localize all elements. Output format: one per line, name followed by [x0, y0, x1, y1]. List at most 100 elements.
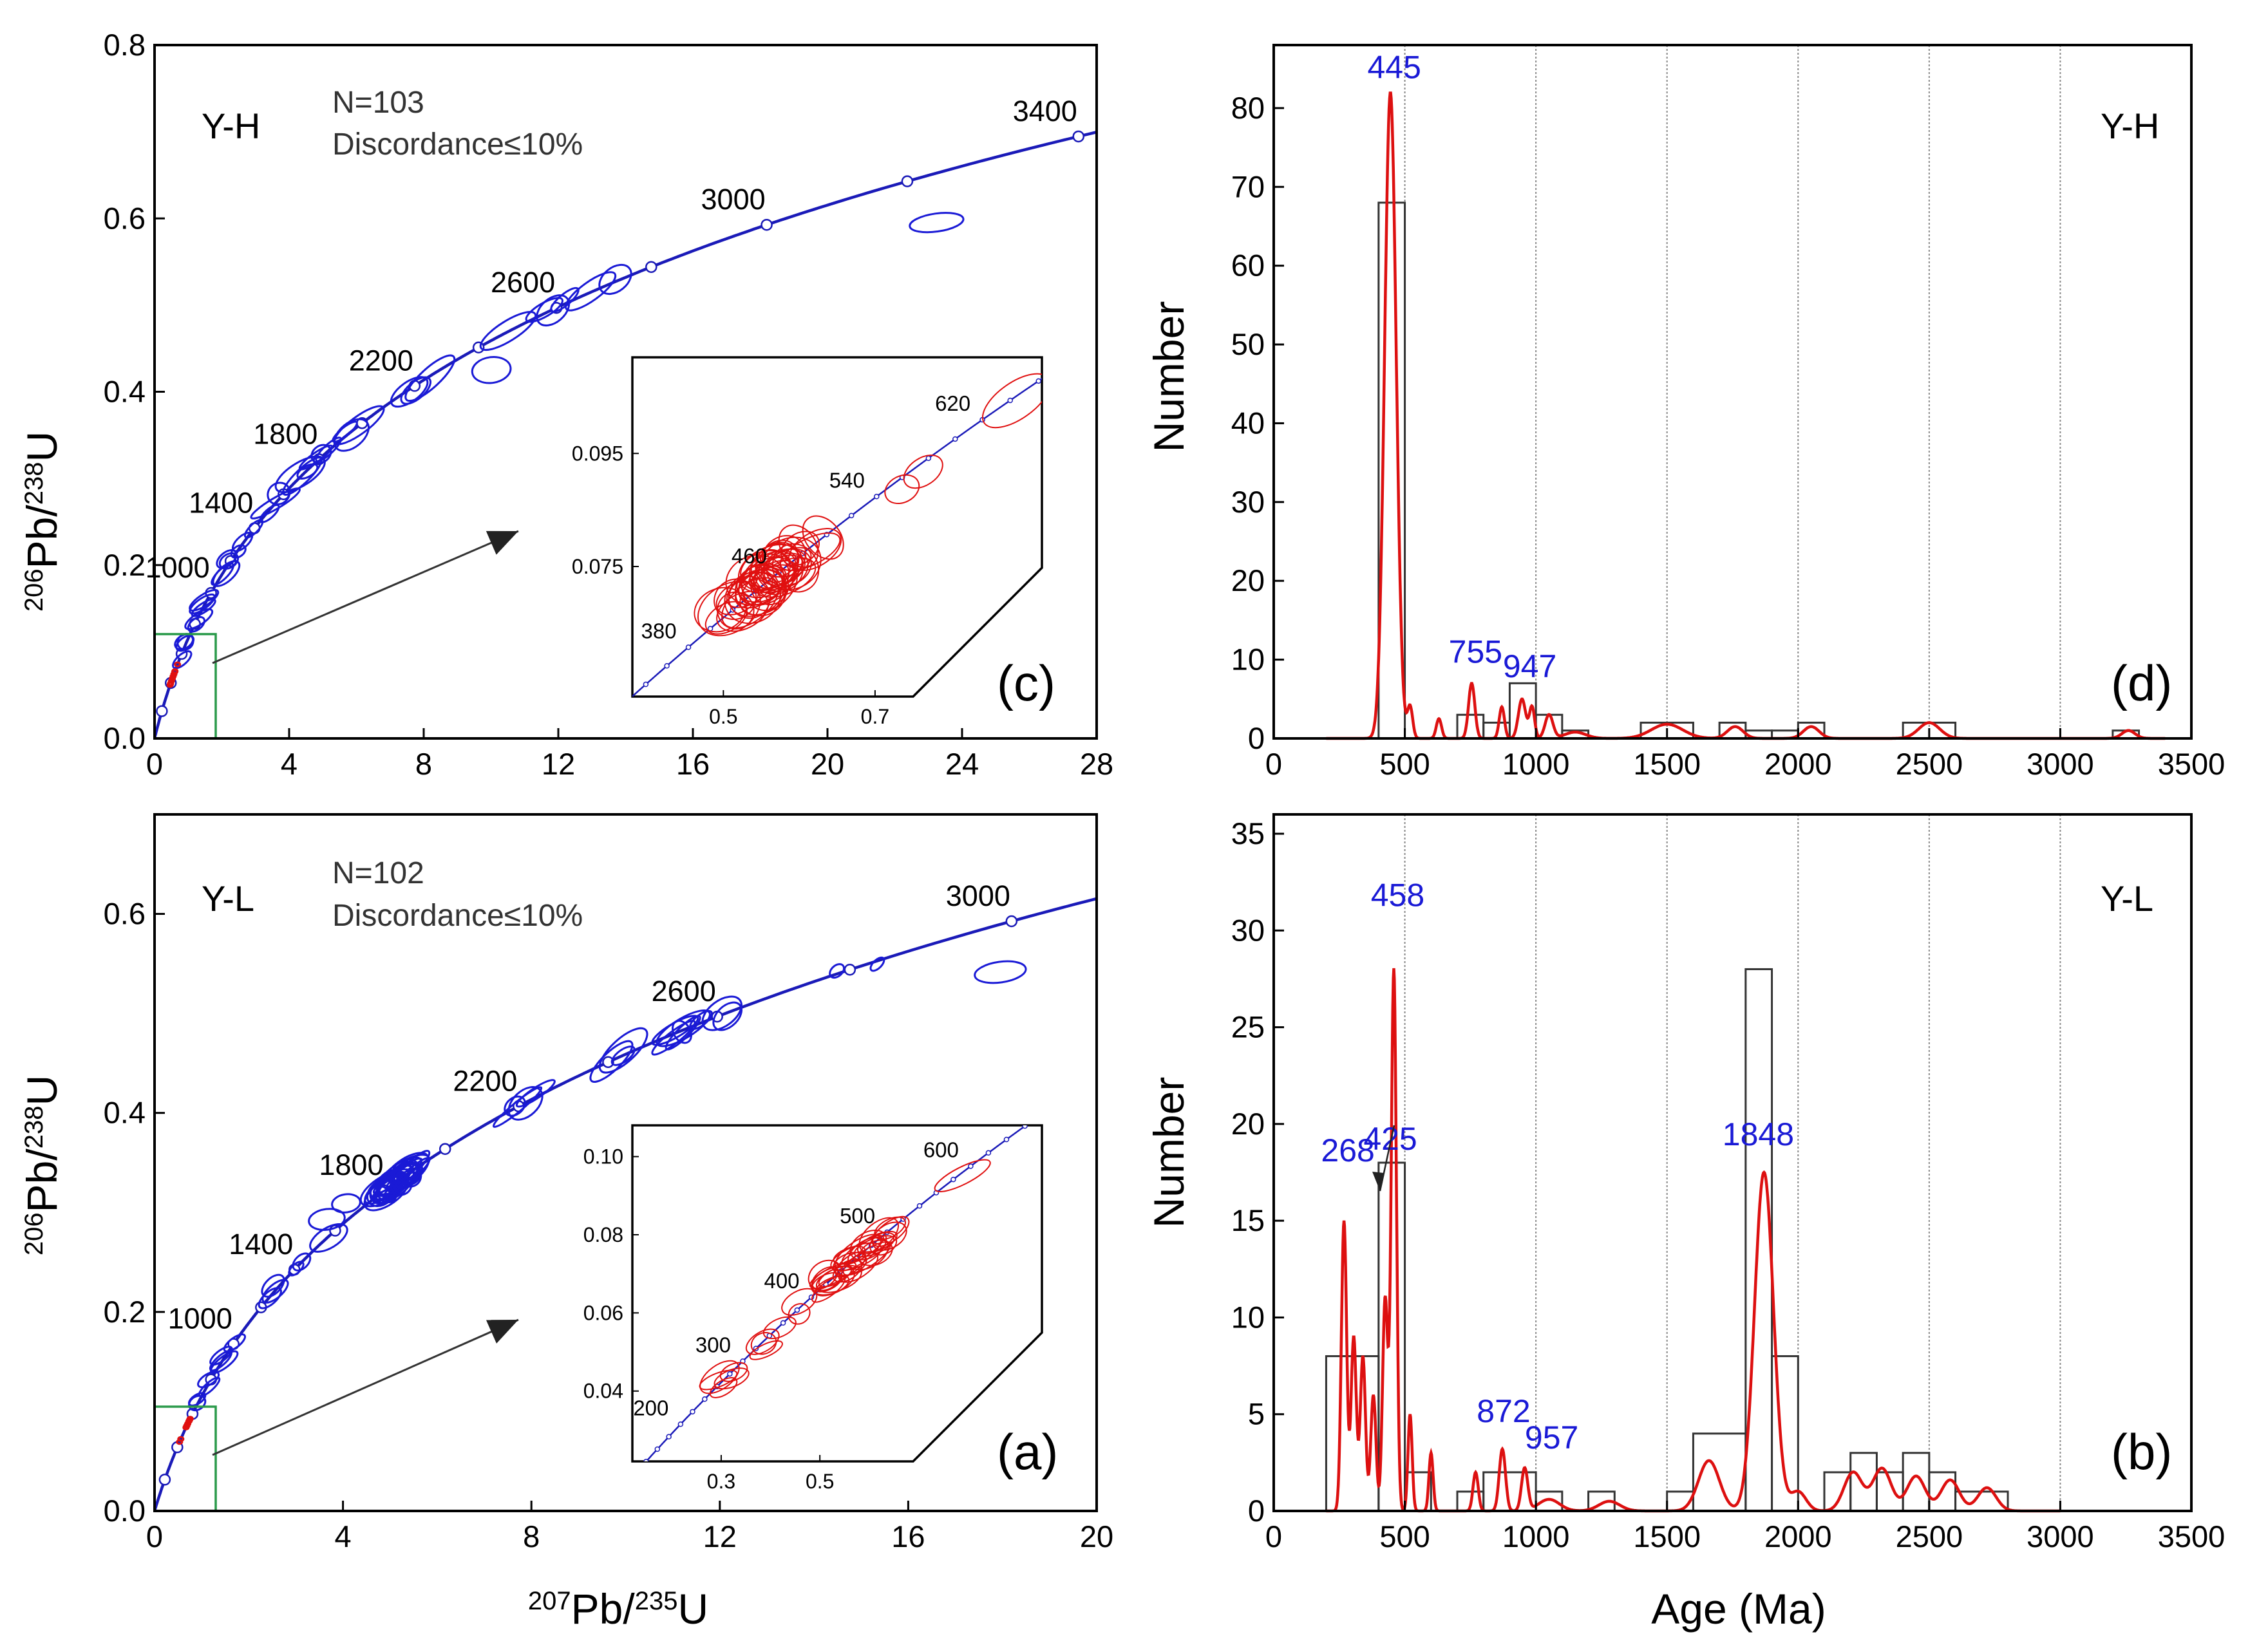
plot-area-d: 445 755 947 — [1326, 45, 2166, 740]
inset-age-marker — [848, 512, 855, 519]
inset-age-marker — [591, 1521, 595, 1525]
y-title-c-sup2: 238 — [20, 462, 48, 505]
plot-frame-b — [1272, 813, 2193, 1512]
peak-label: 947 — [1503, 648, 1556, 684]
young-ellipse — [174, 661, 182, 668]
data-ellipse — [223, 1333, 246, 1353]
plot-frame-d — [1272, 44, 2193, 740]
inset-age-marker — [968, 1163, 974, 1169]
inset-age-marker — [643, 681, 649, 688]
inset-age-marker — [1274, 960, 1279, 964]
data-ellipse — [184, 608, 214, 630]
inset-age-marker — [1080, 1083, 1084, 1088]
y-tick-label: 30 — [1231, 913, 1265, 947]
inset-ellipse — [699, 1369, 738, 1391]
inset-age-marker — [1162, 1029, 1167, 1033]
data-ellipse — [701, 995, 742, 1031]
inset-ellipse — [726, 571, 773, 608]
y-axis-title-d: Number — [1145, 301, 1193, 453]
data-ellipse — [261, 1273, 285, 1298]
inset-age-marker — [1184, 1015, 1189, 1020]
inset-age-marker — [685, 644, 692, 650]
data-ellipse — [598, 1027, 648, 1074]
inset-age-marker — [925, 455, 932, 462]
inset-ellipse — [778, 524, 819, 568]
age-marker — [158, 1474, 171, 1486]
peak-label: 872 — [1477, 1393, 1530, 1429]
zoom-arrow-line — [212, 530, 519, 664]
x-tick-label: 12 — [542, 747, 575, 781]
panel-letter-c: (c) — [997, 655, 1055, 711]
inset-age-marker — [1120, 1056, 1125, 1061]
inset-age-marker — [357, 971, 361, 975]
y-axis-title-c: 206Pb/238U — [18, 431, 66, 612]
x-tick-label: 20 — [811, 747, 844, 781]
age-marker — [439, 1143, 451, 1155]
x-tick-label: 28 — [1080, 747, 1113, 781]
x-tick-label: 8 — [523, 1519, 540, 1553]
young-ellipse — [186, 1416, 194, 1422]
data-ellipse — [869, 956, 885, 972]
y-axis-title-a: 206Pb/238U — [18, 1075, 66, 1255]
inset-x-tick-label: 0.5 — [806, 1470, 834, 1493]
data-ellipse — [564, 271, 617, 312]
inset-age-label: 620 — [935, 391, 970, 415]
inset-ellipse — [719, 1362, 748, 1382]
y-tick-label: 5 — [1248, 1397, 1265, 1431]
inset-age-marker — [489, 829, 493, 833]
inset-age-marker — [1065, 359, 1070, 364]
x-tick-label: 8 — [415, 747, 432, 781]
inset-ellipse — [858, 1217, 899, 1253]
inset-age-marker — [643, 1459, 649, 1461]
inset-ellipse — [736, 563, 786, 603]
inset-ellipse — [869, 1232, 898, 1256]
data-ellipse — [598, 263, 632, 295]
y-tick-label: 0.4 — [104, 1096, 146, 1130]
inset-ellipse — [788, 1303, 811, 1325]
y-tick-label: 50 — [1231, 327, 1265, 361]
data-ellipse — [589, 1040, 634, 1083]
data-ellipse — [404, 354, 456, 402]
concordia-age-label: 1400 — [189, 486, 253, 519]
x-tick-label: 0 — [146, 1519, 163, 1553]
inset-age-marker — [1229, 988, 1233, 992]
inset-age-marker — [623, 700, 627, 705]
data-ellipse — [672, 1020, 692, 1044]
zoom-arrow-head — [486, 1320, 518, 1344]
age-marker — [901, 175, 914, 187]
n-label-c: N=103 — [332, 86, 424, 120]
inset-age-marker — [437, 882, 442, 886]
young-ellipse — [171, 668, 179, 674]
concordia-age-label: 3000 — [701, 183, 766, 216]
inset-age-label: 600 — [923, 1138, 959, 1161]
inset-ellipse — [745, 1328, 780, 1355]
inset-ellipse — [749, 1340, 783, 1360]
concordia-curve — [155, 130, 1097, 738]
inset-ellipse — [981, 373, 1042, 429]
data-ellipse — [259, 503, 280, 523]
concordia-age-label: 3400 — [1013, 95, 1077, 127]
data-ellipse — [829, 963, 846, 979]
inset-age-marker — [1218, 261, 1223, 266]
x-tick-label: 1000 — [1502, 1519, 1570, 1553]
x-tick-label: 500 — [1379, 747, 1430, 781]
y-tick-label: 0.2 — [104, 1295, 146, 1329]
x-axis-title-a: 207Pb/235U — [528, 1585, 708, 1633]
inset-age-marker — [780, 1320, 786, 1326]
plot-area-a: 1000 1400 1800 2200 2600 3000 — [153, 879, 1097, 1512]
age-marker — [844, 963, 856, 976]
y-tick-label: 0.6 — [104, 897, 146, 931]
inset-ellipse — [754, 557, 817, 598]
data-ellipse — [359, 1168, 415, 1208]
inset-age-marker — [952, 436, 958, 442]
peak-label: 425 — [1363, 1121, 1417, 1157]
axis-ticks-c: 0 4 8 12 16 20 24 28 0.0 0.2 0.4 0.6 0.8 — [104, 28, 1113, 781]
data-ellipse — [712, 1001, 743, 1031]
inset-age-marker — [916, 1203, 923, 1209]
zoom-arrow-head — [486, 530, 518, 555]
panel-letter-a: (a) — [997, 1423, 1058, 1480]
inset-age-marker — [1141, 1042, 1146, 1047]
concordia-age-label: 2200 — [453, 1064, 517, 1097]
y-title-c-sup1: 206 — [20, 568, 48, 612]
peak-label: 755 — [1449, 633, 1502, 670]
